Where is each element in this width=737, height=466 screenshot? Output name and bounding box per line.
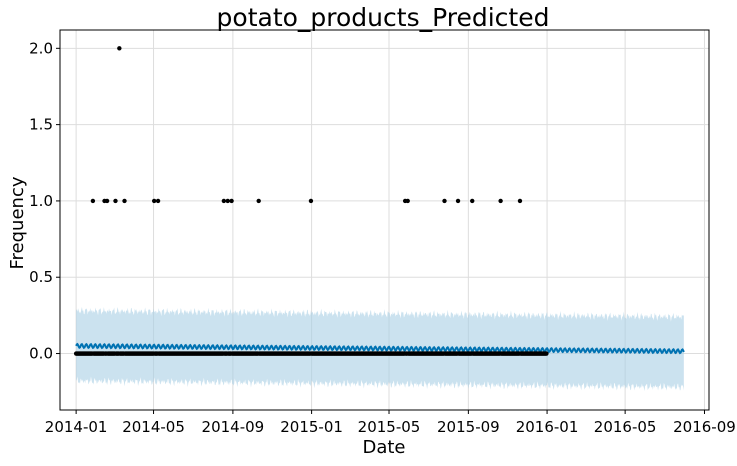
x-tick-label: 2016-05 xyxy=(594,418,657,436)
x-axis-ticks: 2014-01 2014-05 2014-09 2015-01 2015-05 2015-… xyxy=(45,410,736,436)
uncertainty-area xyxy=(76,306,684,391)
y-axis-ticks: 0.0 0.5 1.0 1.5 2.0 xyxy=(29,39,60,363)
x-tick-label: 2014-01 xyxy=(45,418,108,436)
uncertainty-band xyxy=(76,306,684,391)
x-tick-label: 2015-01 xyxy=(280,418,343,436)
forecast-line xyxy=(75,342,685,355)
observed-points xyxy=(73,46,549,356)
y-tick-label: 2.0 xyxy=(29,39,53,57)
observed-point xyxy=(151,198,157,204)
observed-point xyxy=(256,198,261,204)
observed-point xyxy=(225,198,230,204)
observed-point xyxy=(90,198,96,204)
observed-point xyxy=(405,198,410,204)
y-tick-label: 1.0 xyxy=(29,192,53,210)
chart-title: potato_products_Predicted xyxy=(217,3,550,32)
observed-point xyxy=(229,198,234,204)
y-tick-label: 1.5 xyxy=(29,116,53,134)
x-tick-label: 2014-09 xyxy=(202,418,265,436)
x-tick-label: 2016-01 xyxy=(516,418,579,436)
forecast-trend-line xyxy=(75,342,685,355)
observed-point xyxy=(117,46,122,51)
y-tick-label: 0.5 xyxy=(29,268,53,286)
x-tick-label: 2016-09 xyxy=(673,418,736,436)
observed-point xyxy=(221,198,227,204)
y-axis-label: Frequency xyxy=(7,176,28,269)
observed-point xyxy=(104,198,110,204)
x-tick-label: 2015-09 xyxy=(437,418,500,436)
observed-point xyxy=(155,198,161,204)
observed-point xyxy=(122,198,127,204)
observed-point xyxy=(470,198,475,204)
observed-point xyxy=(544,351,549,356)
observed-point xyxy=(308,198,314,204)
x-tick-label: 2015-05 xyxy=(358,418,421,436)
plot-frame xyxy=(59,29,710,411)
x-tick-label: 2014-05 xyxy=(122,418,185,436)
observed-point xyxy=(442,198,447,204)
observed-point xyxy=(498,198,503,204)
observed-point xyxy=(113,198,118,204)
x-axis-label: Date xyxy=(362,437,405,458)
observed-point xyxy=(517,198,523,204)
y-tick-label: 0.0 xyxy=(29,345,53,363)
observed-point xyxy=(455,198,461,204)
